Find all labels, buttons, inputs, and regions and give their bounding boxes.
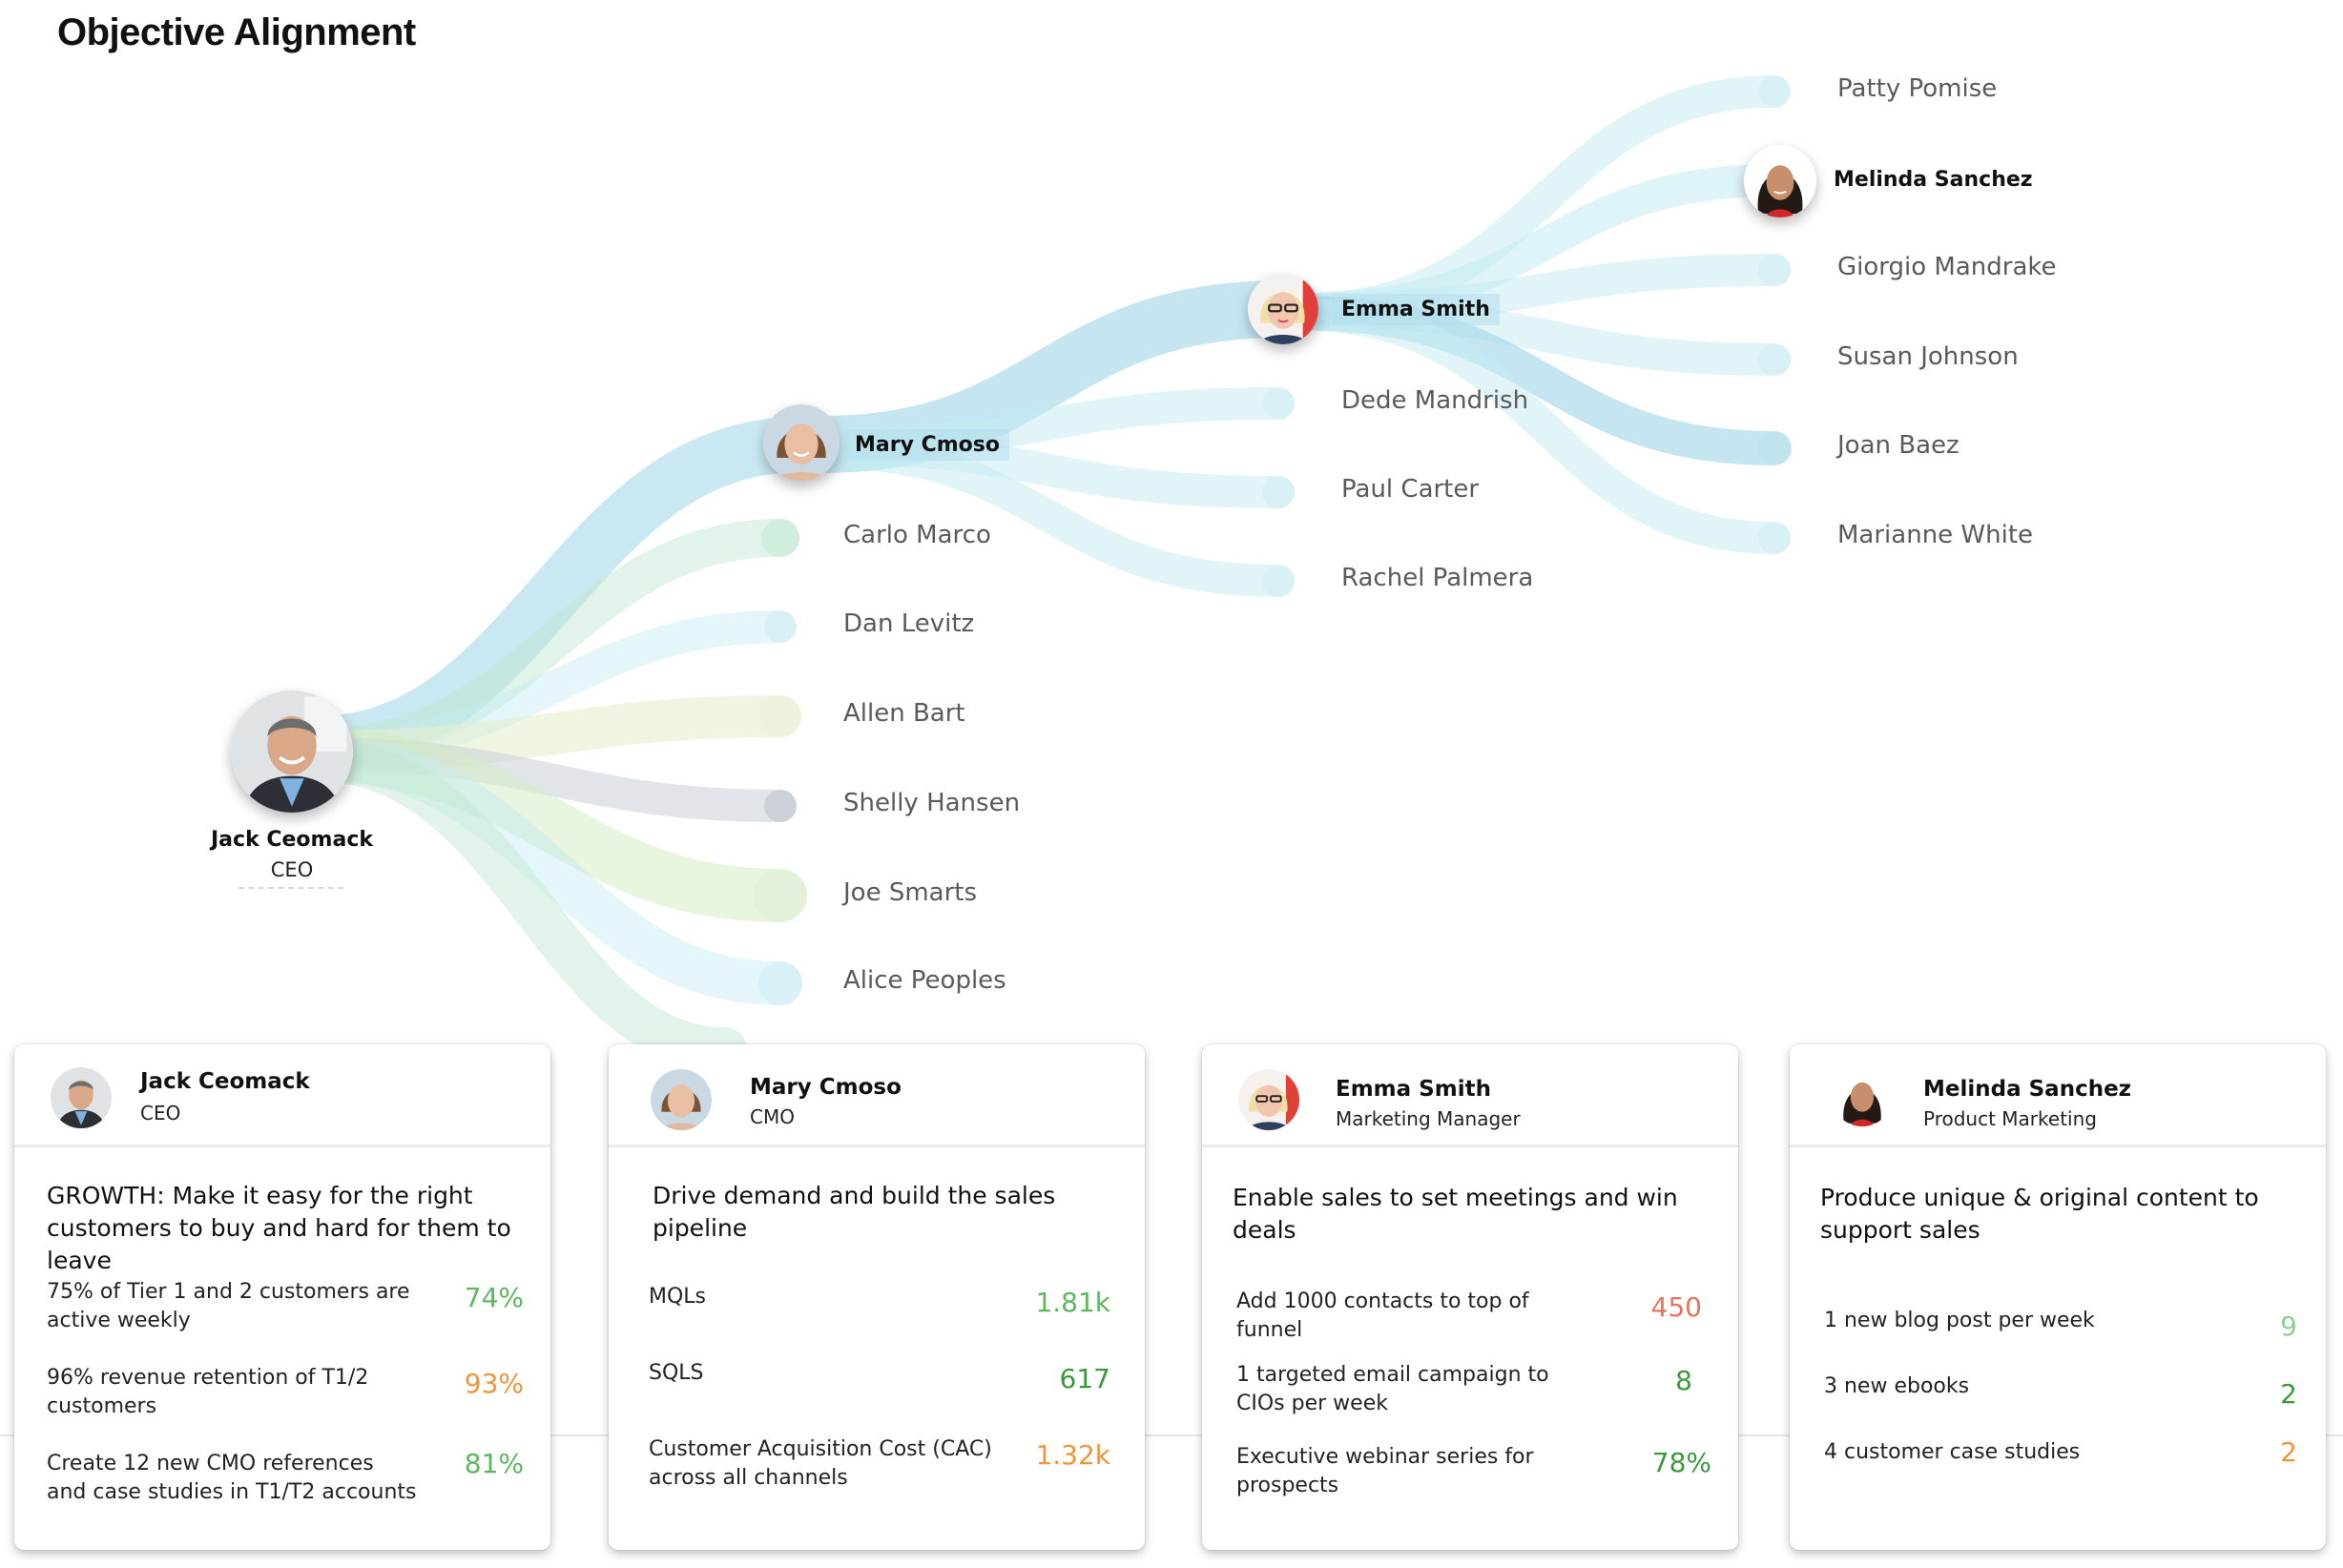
key-result-value: 93% [464, 1368, 524, 1399]
objective-card-emma-smith[interactable]: Emma Smith Marketing Manager Enable sale… [1202, 1044, 1738, 1550]
person-photo-icon [1238, 1069, 1299, 1130]
tree-node-emma-smith[interactable]: Emma Smith [1332, 294, 1500, 325]
key-result-row[interactable]: Customer Acquisition Cost (CAC) across a… [649, 1435, 1110, 1493]
card-avatar [1832, 1065, 1893, 1126]
key-result-text: Customer Acquisition Cost (CAC) across a… [649, 1437, 992, 1490]
key-result-text: 96% revenue retention of T1/2 customers [47, 1366, 369, 1418]
person-photo-icon [763, 404, 840, 481]
root-divider [238, 887, 343, 889]
card-owner-name: Mary Cmoso [750, 1075, 902, 1100]
tree-node-carlo-marco[interactable]: Carlo Marco [843, 521, 991, 549]
tree-node-dede-mandrish[interactable]: Dede Mandrish [1341, 386, 1529, 415]
tree-node-joan-baez[interactable]: Joan Baez [1837, 431, 1959, 460]
card-header: Melinda Sanchez Product Marketing [1790, 1044, 2326, 1147]
key-result-text: 3 new ebooks [1824, 1374, 1970, 1398]
card-owner-role: CMO [750, 1105, 795, 1128]
key-result-text: Add 1000 contacts to top of funnel [1236, 1289, 1529, 1342]
root-node-name[interactable]: Jack Ceomack [211, 828, 373, 852]
person-photo-icon [51, 1067, 112, 1128]
objective-title[interactable]: Drive demand and build the sales pipelin… [653, 1182, 1056, 1242]
tree-node-mary-cmoso[interactable]: Mary Cmoso [845, 429, 1009, 461]
avatar-jack-ceomack[interactable] [231, 691, 353, 813]
tree-node-marianne-white[interactable]: Marianne White [1837, 521, 2034, 549]
avatar-mary-cmoso[interactable] [763, 404, 840, 481]
page-title: Objective Alignment [57, 11, 416, 53]
key-result-value: 2 [2280, 1436, 2297, 1468]
key-result-row[interactable]: 75% of Tier 1 and 2 customers are active… [47, 1278, 524, 1335]
avatar-melinda-sanchez[interactable] [1744, 145, 1816, 217]
objective-card-jack-ceomack[interactable]: Jack Ceomack CEO GROWTH: Make it easy fo… [14, 1044, 550, 1550]
key-result-value: 1.32k [1035, 1439, 1110, 1471]
tree-node-alice-peoples[interactable]: Alice Peoples [843, 966, 1006, 995]
tree-node-melinda-sanchez[interactable]: Melinda Sanchez [1834, 168, 2033, 192]
key-result-text: 1 targeted email campaign to CIOs per we… [1236, 1363, 1549, 1415]
key-result-text: 4 customer case studies [1824, 1440, 2081, 1464]
person-photo-icon [1832, 1065, 1893, 1126]
card-owner-role: CEO [140, 1102, 181, 1124]
key-result-row[interactable]: Add 1000 contacts to top of funnel 450 [1236, 1288, 1702, 1345]
card-owner-name: Melinda Sanchez [1923, 1077, 2132, 1102]
key-result-value: 8 [1675, 1365, 1692, 1396]
key-result-row[interactable]: 96% revenue retention of T1/2 customers … [47, 1364, 524, 1421]
objective-card-melinda-sanchez[interactable]: Melinda Sanchez Product Marketing Produc… [1790, 1044, 2326, 1550]
card-avatar [1238, 1069, 1299, 1130]
key-result-row[interactable]: Executive webinar series for prospects 7… [1236, 1443, 1711, 1500]
tree-node-paul-carter[interactable]: Paul Carter [1341, 475, 1480, 504]
tree-node-dan-levitz[interactable]: Dan Levitz [843, 609, 975, 638]
card-header: Jack Ceomack CEO [14, 1044, 550, 1147]
key-result-text: SQLS [649, 1361, 704, 1385]
tree-node-joe-smarts[interactable]: Joe Smarts [843, 878, 978, 907]
key-result-text: 1 new blog post per week [1824, 1309, 2095, 1332]
key-result-value: 2 [2280, 1378, 2297, 1410]
key-result-value: 450 [1650, 1291, 1702, 1323]
timeline-baseline [0, 1434, 2343, 1436]
tree-node-giorgio-mandrake[interactable]: Giorgio Mandrake [1837, 253, 2057, 281]
key-result-value: 9 [2280, 1310, 2297, 1342]
objective-title[interactable]: Enable sales to set meetings and win dea… [1233, 1184, 1678, 1244]
key-result-value: 81% [464, 1448, 524, 1479]
key-result-row[interactable]: 3 new ebooks 2 [1824, 1372, 2297, 1409]
card-owner-role: Product Marketing [1923, 1107, 2097, 1130]
objective-card-mary-cmoso[interactable]: Mary Cmoso CMO Drive demand and build th… [609, 1044, 1145, 1550]
key-result-row[interactable]: 1 targeted email campaign to CIOs per we… [1236, 1361, 1702, 1418]
card-avatar [651, 1069, 712, 1130]
tree-node-rachel-palmera[interactable]: Rachel Palmera [1341, 564, 1534, 592]
objective-title[interactable]: Produce unique & original content to sup… [1820, 1184, 2259, 1244]
key-result-text: MQLs [649, 1285, 707, 1309]
card-owner-name: Jack Ceomack [140, 1069, 310, 1094]
tree-node-susan-johnson[interactable]: Susan Johnson [1837, 342, 2019, 371]
card-header: Emma Smith Marketing Manager [1202, 1044, 1738, 1147]
key-result-value: 1.81k [1035, 1287, 1110, 1318]
tree-node-patty-pomise[interactable]: Patty Pomise [1837, 74, 1998, 103]
card-avatar [51, 1067, 112, 1128]
key-result-text: 75% of Tier 1 and 2 customers are active… [47, 1280, 410, 1332]
key-result-value: 617 [1059, 1363, 1110, 1394]
tree-node-shelly-hansen[interactable]: Shelly Hansen [843, 789, 1021, 817]
key-result-row[interactable]: MQLs 1.81k [649, 1283, 1110, 1317]
avatar-emma-smith[interactable] [1248, 274, 1318, 344]
objective-title[interactable]: GROWTH: Make it easy for the right custo… [47, 1182, 511, 1274]
person-photo-icon [651, 1069, 712, 1130]
person-photo-icon [231, 691, 353, 813]
key-result-text: Create 12 new CMO references and case st… [47, 1452, 417, 1504]
root-node-role: CEO [270, 858, 314, 881]
card-header: Mary Cmoso CMO [609, 1044, 1145, 1147]
key-result-row[interactable]: Create 12 new CMO references and case st… [47, 1450, 524, 1507]
card-owner-name: Emma Smith [1336, 1077, 1491, 1102]
key-result-text: Executive webinar series for prospects [1236, 1445, 1534, 1497]
person-photo-icon [1248, 274, 1318, 344]
key-result-row[interactable]: 4 customer case studies 2 [1824, 1438, 2297, 1467]
tree-node-allen-bart[interactable]: Allen Bart [843, 699, 965, 728]
key-result-row[interactable]: SQLS 617 [649, 1359, 1110, 1393]
key-result-value: 78% [1651, 1447, 1711, 1478]
card-owner-role: Marketing Manager [1336, 1107, 1521, 1130]
person-photo-icon [1744, 145, 1816, 217]
key-result-value: 74% [464, 1282, 524, 1313]
key-result-row[interactable]: 1 new blog post per week 9 [1824, 1307, 2297, 1341]
